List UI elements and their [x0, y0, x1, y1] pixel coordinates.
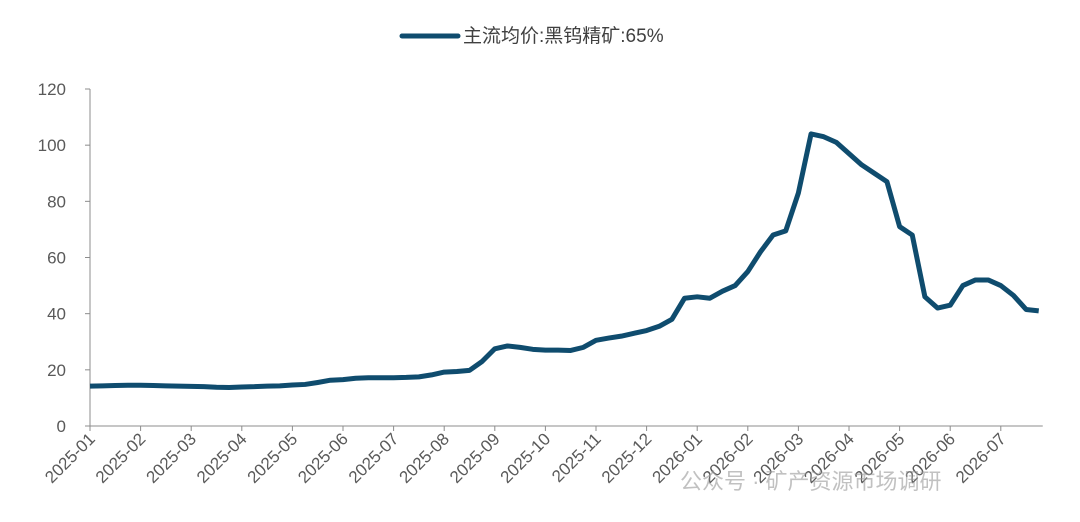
- x-tick-label: 2025-12: [598, 429, 656, 487]
- x-tick-label: 2026-07: [952, 429, 1010, 487]
- x-tick-label: 2025-10: [497, 429, 555, 487]
- x-tick-label: 2025-11: [548, 429, 605, 486]
- y-tick-label: 40: [47, 305, 66, 324]
- x-tick-label: 2025-01: [41, 429, 99, 487]
- line-series: [89, 131, 1040, 391]
- watermark: 公众号 · 矿产资源市场调研: [680, 469, 942, 494]
- x-tick-label: 2025-06: [294, 429, 352, 487]
- x-tick-label: 2025-04: [193, 429, 251, 487]
- y-tick-label: 100: [38, 136, 66, 155]
- x-tick-label: 2025-05: [244, 429, 302, 487]
- y-tick-label: 0: [57, 417, 66, 436]
- legend-label: 主流均价:黑钨精矿:65%: [463, 25, 664, 47]
- x-tick-label: 2025-09: [446, 429, 504, 487]
- y-tick-label: 20: [47, 361, 66, 380]
- x-tick-label: 2025-08: [395, 429, 453, 487]
- x-tick-label: 2025-02: [92, 429, 150, 487]
- y-tick-label: 120: [38, 80, 66, 99]
- x-tick-label: 2025-03: [142, 429, 200, 487]
- x-tick-label: 2025-07: [345, 429, 403, 487]
- y-tick-label: 80: [47, 192, 66, 211]
- y-tick-label: 60: [47, 249, 66, 268]
